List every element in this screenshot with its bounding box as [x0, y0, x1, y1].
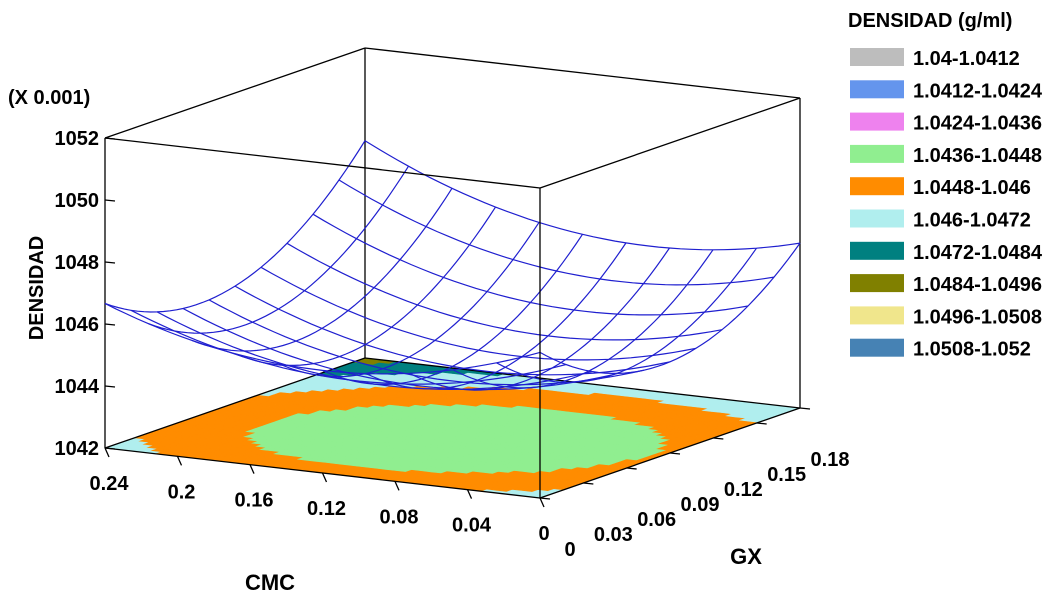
box-edge	[539, 97, 801, 189]
tick-mark	[756, 422, 767, 425]
mesh-line	[312, 213, 749, 316]
z-tick-label: 1052	[55, 128, 100, 150]
legend-swatch	[850, 241, 904, 260]
mesh-line	[148, 165, 410, 334]
y-tick-label: 0.06	[637, 509, 676, 531]
x-tick-label: 0.12	[307, 498, 346, 520]
legend: DENSIDAD (g/ml) 1.04-1.0412 1.0412-1.0424…	[848, 10, 1043, 361]
legend-swatch	[850, 48, 904, 66]
legend-label: 1.0448-1.046	[913, 177, 1031, 199]
tick-mark	[104, 447, 110, 458]
tick-mark	[394, 481, 400, 491]
tick-mark	[799, 407, 811, 410]
x-tick-label: 0.24	[90, 473, 130, 495]
tick-mark	[104, 199, 116, 202]
tick-mark	[249, 464, 255, 474]
legend-label: 1.0412-1.0424	[913, 80, 1043, 102]
box-edge	[104, 137, 541, 189]
tick-mark	[104, 261, 116, 264]
legend-swatch	[850, 144, 904, 163]
legend-title: DENSIDAD (g/ml)	[848, 10, 1012, 32]
legend-label: 1.046-1.0472	[913, 210, 1031, 232]
legend-swatch	[850, 177, 904, 196]
axis-ticks: 10421044104610481050105200.040.080.120.1…	[55, 128, 850, 561]
tick-mark	[713, 437, 724, 440]
tick-mark	[466, 489, 473, 499]
mesh-line	[191, 187, 453, 352]
legend-swatch	[850, 209, 904, 228]
tick-mark	[539, 497, 551, 500]
mesh-line	[182, 307, 619, 391]
mesh-line	[452, 249, 714, 389]
z-tick-label: 1050	[55, 190, 100, 212]
x-axis-label: CMC	[245, 570, 295, 595]
legend-swatch	[850, 306, 904, 325]
tick-mark	[583, 482, 594, 485]
box-edge	[104, 357, 366, 449]
legend-label: 1.0472-1.0484	[913, 242, 1043, 264]
legend-label: 1.0484-1.0496	[913, 274, 1042, 296]
box-edge	[364, 357, 801, 409]
legend-swatch	[850, 274, 904, 293]
y-tick-label: 0	[564, 539, 575, 561]
z-tick-label: 1044	[55, 376, 100, 398]
x-tick-label: 0.04	[452, 515, 492, 537]
y-tick-label: 0.15	[767, 464, 806, 486]
surface-mesh	[104, 140, 801, 391]
mesh-line	[364, 140, 801, 251]
plot-box-back	[104, 47, 801, 449]
z-axis-label: DENSIDAD	[26, 236, 48, 340]
legend-swatch	[850, 80, 904, 99]
tick-mark	[104, 137, 116, 140]
legend-swatch	[850, 338, 904, 357]
legend-label: 1.04-1.0412	[913, 48, 1020, 70]
legend-label: 1.0436-1.0448	[913, 145, 1042, 167]
x-tick-label: 0.08	[380, 506, 419, 528]
mesh-line	[539, 242, 801, 374]
tick-mark	[321, 472, 328, 483]
mesh-line	[208, 299, 645, 386]
box-edge	[104, 47, 366, 139]
z-tick-label: 1048	[55, 252, 100, 274]
y-tick-label: 0.18	[811, 449, 850, 471]
x-tick-label: 0.2	[168, 481, 196, 503]
y-tick-label: 0.09	[681, 494, 720, 516]
tick-mark	[176, 456, 183, 466]
x-tick-label: 0.16	[235, 490, 274, 512]
mesh-line	[286, 242, 723, 341]
x-tick-label: 0	[538, 523, 549, 545]
y-tick-label: 0.12	[724, 479, 763, 501]
mesh-line	[338, 179, 775, 286]
tick-mark	[539, 497, 545, 508]
legend-label: 1.0496-1.0508	[913, 306, 1042, 328]
z-tick-label: 1046	[55, 314, 100, 336]
mesh-line	[104, 302, 541, 375]
tick-mark	[626, 467, 637, 470]
multiplier-label: (X 0.001)	[8, 87, 90, 109]
y-tick-label: 0.03	[594, 524, 633, 546]
tick-mark	[104, 385, 116, 388]
tick-mark	[669, 452, 681, 455]
mesh-line	[260, 266, 697, 361]
legend-label: 1.0508-1.052	[913, 339, 1031, 361]
z-tick-label: 1042	[55, 438, 100, 460]
mesh-line	[496, 247, 757, 383]
contour-floor	[104, 357, 801, 499]
mesh-line	[234, 285, 671, 376]
tick-mark	[104, 447, 116, 450]
legend-swatch	[850, 112, 904, 131]
y-axis-label: GX	[730, 544, 762, 569]
box-edge	[364, 47, 801, 99]
legend-label: 1.0424-1.0436	[913, 113, 1042, 135]
tick-mark	[104, 323, 116, 326]
